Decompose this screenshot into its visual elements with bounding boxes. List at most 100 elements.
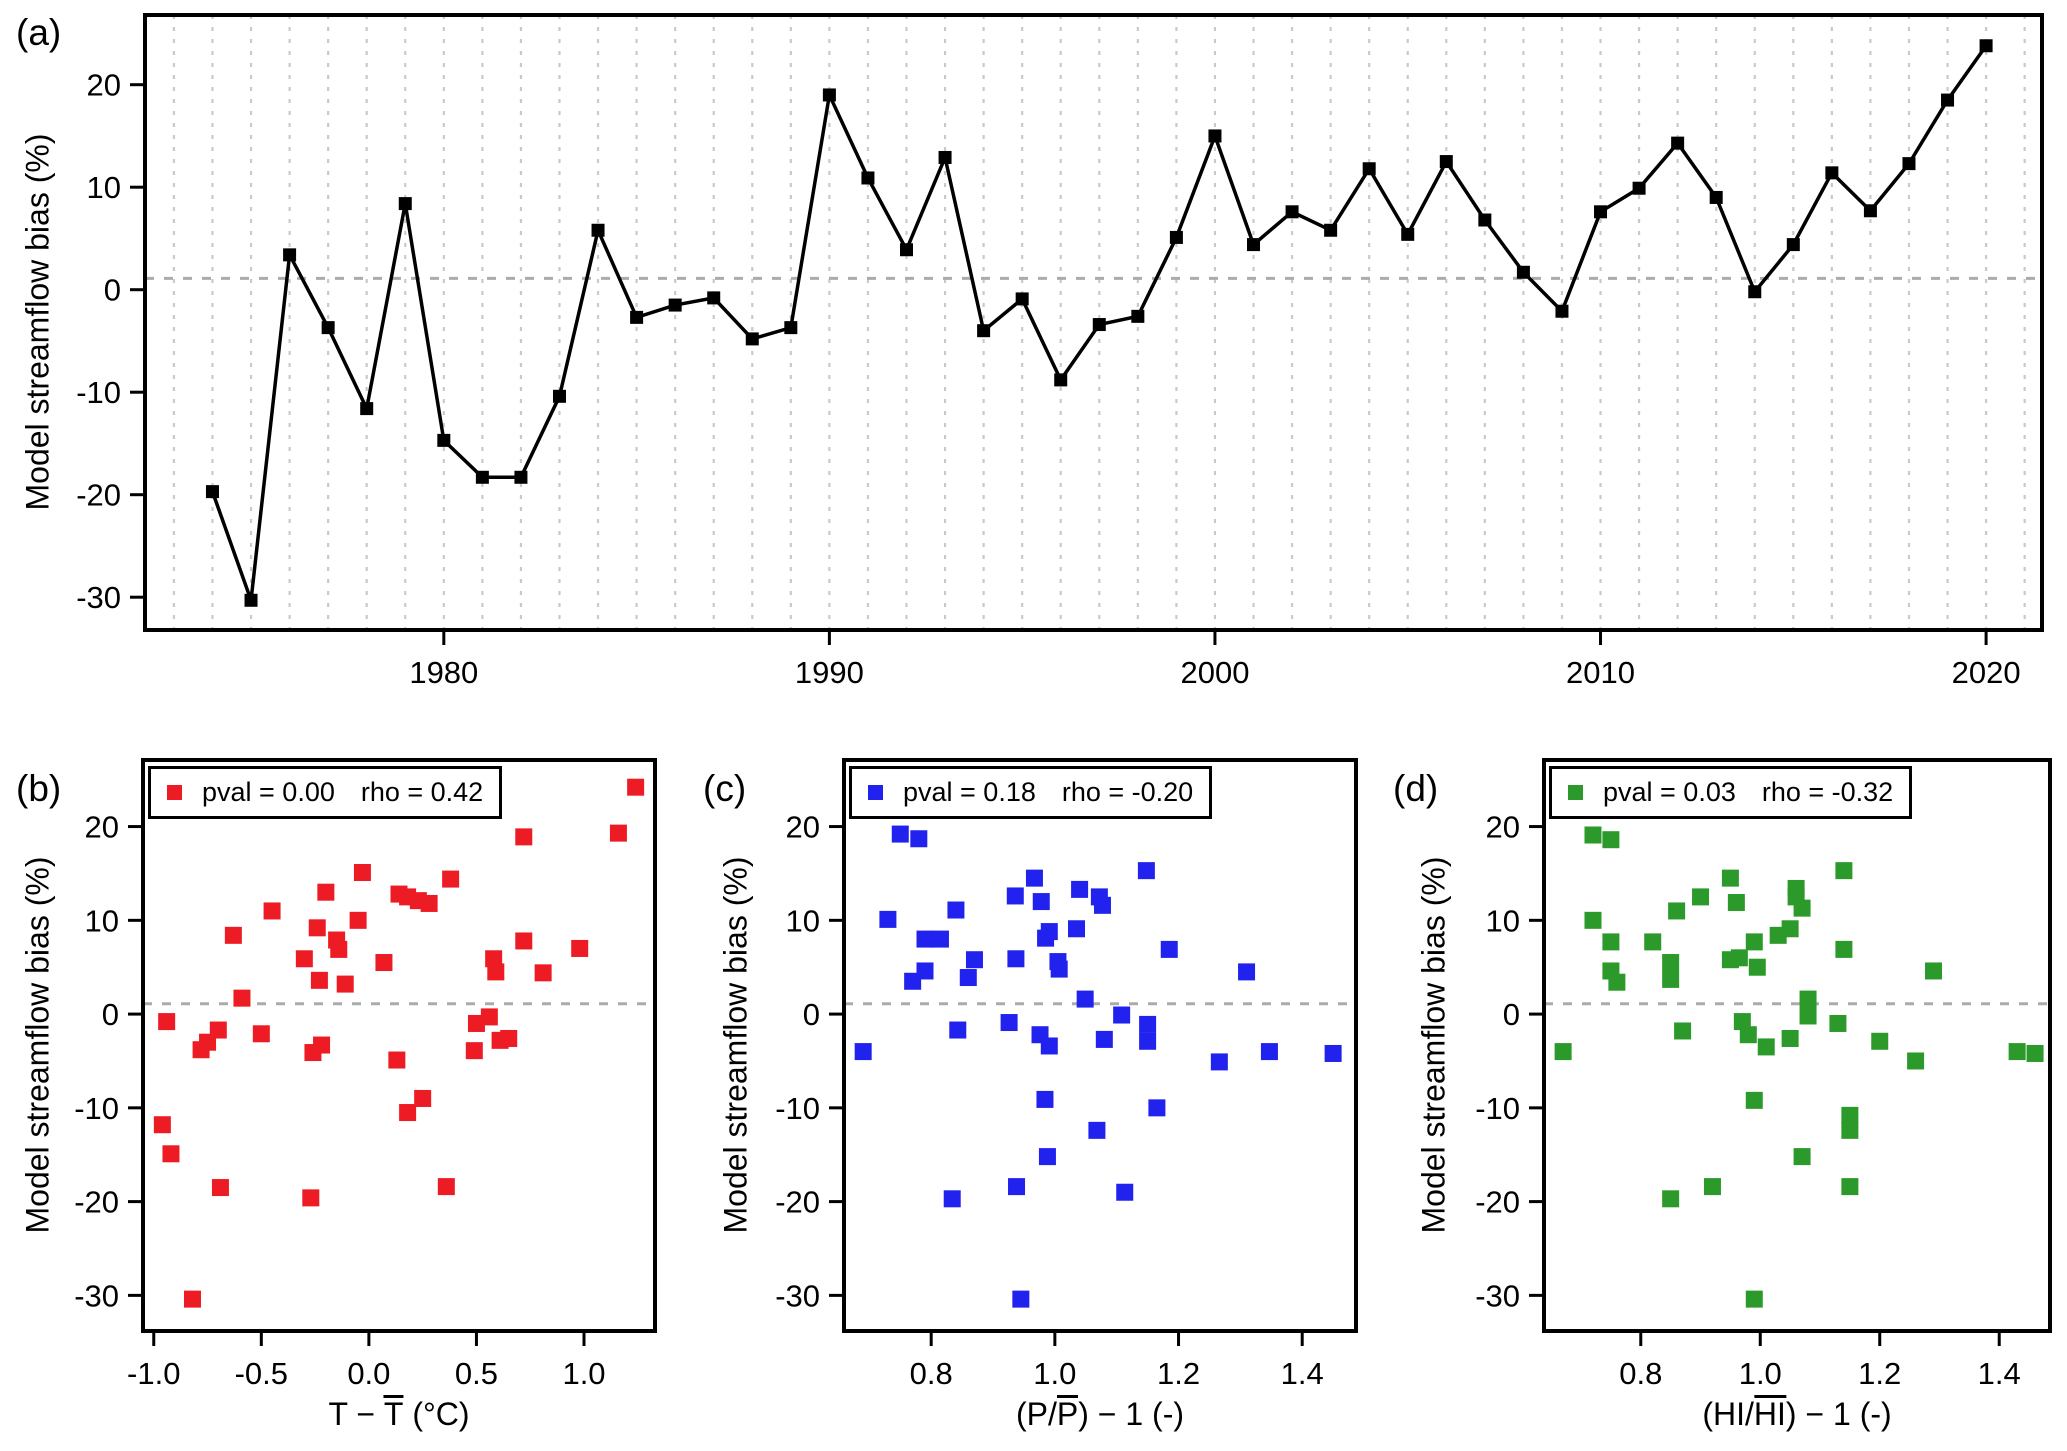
data-point <box>2008 1043 2026 1061</box>
data-point <box>1095 1030 1113 1048</box>
panel-d-legend: pval = 0.03 rho = -0.32 <box>1549 766 1913 819</box>
y-tick-label: -10 <box>76 375 121 410</box>
data-point <box>899 243 913 257</box>
data-point <box>283 248 297 262</box>
data-point <box>183 1290 201 1308</box>
data-point <box>891 825 909 843</box>
y-tick-label: -20 <box>76 478 121 513</box>
data-point <box>500 1029 518 1047</box>
data-point <box>420 894 438 912</box>
panel-b-legend: pval = 0.00 rho = 0.42 <box>148 766 503 819</box>
data-point <box>158 1013 176 1031</box>
data-point <box>1594 205 1608 219</box>
data-point <box>1040 1037 1058 1055</box>
data-point <box>1841 1106 1859 1124</box>
data-point <box>205 485 219 499</box>
y-tick-label: -10 <box>1475 1091 1520 1126</box>
panel-d-legend-pval: pval = 0.03 <box>1603 777 1736 807</box>
data-point <box>515 932 533 950</box>
data-point <box>1169 230 1183 244</box>
data-point <box>822 88 836 102</box>
data-point <box>1608 973 1626 991</box>
x-tick-label: 0.8 <box>910 1356 953 1391</box>
panel-b-legend-pval: pval = 0.00 <box>202 777 335 807</box>
data-point <box>1602 831 1620 849</box>
data-point <box>931 930 949 948</box>
data-point <box>224 926 242 944</box>
data-point <box>1584 911 1602 929</box>
y-tick-label: -30 <box>1475 1278 1520 1313</box>
data-point <box>1139 1032 1157 1050</box>
data-point <box>467 1014 485 1032</box>
x-tick-label: 0.0 <box>347 1356 390 1391</box>
data-point <box>916 962 934 980</box>
data-point <box>153 1116 171 1134</box>
data-point <box>349 911 367 929</box>
data-point <box>879 910 897 928</box>
data-point <box>1925 962 1943 980</box>
data-point <box>414 1089 432 1107</box>
y-tick-label: 0 <box>104 273 121 308</box>
data-point <box>1799 1007 1817 1025</box>
data-point <box>1786 238 1800 252</box>
y-tick-label: 20 <box>87 68 121 103</box>
data-point <box>1032 893 1050 911</box>
data-point <box>313 1036 331 1054</box>
data-point <box>480 1008 498 1026</box>
panel-d-xlabel-post: ) − 1 (-) <box>1785 1396 1892 1432</box>
panel-d-letter: (d) <box>1393 768 1439 809</box>
panel-b-legend-marker-icon <box>167 785 182 800</box>
data-point <box>854 1043 872 1061</box>
data-point <box>375 954 393 972</box>
x-tick-label: 0.5 <box>455 1356 498 1391</box>
data-point <box>627 778 645 796</box>
panel-b-xlabel-post: (°C) <box>403 1396 470 1432</box>
panel-c-ylabel: Model streamflow bias (%) <box>717 856 754 1234</box>
data-point <box>1006 887 1024 905</box>
data-point <box>310 971 328 989</box>
data-point <box>1745 933 1763 951</box>
data-point <box>317 883 335 901</box>
x-tick-label: 1.4 <box>1978 1356 2021 1391</box>
x-tick-label: 1.2 <box>1157 1356 1200 1391</box>
x-tick-label: 1.0 <box>562 1356 605 1391</box>
x-tick-label: 2000 <box>1180 655 1249 690</box>
data-point <box>1793 1148 1811 1166</box>
data-point <box>1799 990 1817 1008</box>
data-point <box>1040 923 1058 941</box>
panel-a-border <box>143 13 2044 632</box>
data-point <box>1793 899 1811 917</box>
data-point <box>1036 1090 1054 1108</box>
data-point <box>1208 129 1222 143</box>
data-point <box>475 470 489 484</box>
data-point <box>959 969 977 987</box>
panel-a-letter: (a) <box>16 12 62 53</box>
data-point <box>947 901 965 919</box>
panel-c-legend: pval = 0.18 rho = -0.20 <box>849 766 1213 819</box>
data-point <box>1709 190 1723 204</box>
data-point <box>162 1145 180 1163</box>
data-point <box>1907 1052 1925 1070</box>
data-point <box>515 828 533 846</box>
data-point <box>1703 1178 1721 1196</box>
data-point <box>1979 39 1993 53</box>
data-point <box>1092 318 1106 332</box>
data-point <box>1038 1148 1056 1166</box>
data-point <box>1721 869 1739 887</box>
data-point <box>1662 1190 1680 1208</box>
data-point <box>244 593 258 607</box>
data-point <box>252 1025 270 1043</box>
y-tick-label: -20 <box>1475 1185 1520 1220</box>
data-point <box>353 864 371 882</box>
panel-c-border <box>842 758 1358 1333</box>
data-point <box>1362 162 1376 176</box>
data-point <box>1584 826 1602 844</box>
data-point <box>1668 902 1686 920</box>
data-point <box>437 433 451 447</box>
data-point <box>609 824 627 842</box>
data-point <box>1727 894 1745 912</box>
data-point <box>591 223 605 237</box>
data-point <box>571 939 589 957</box>
panel-c-xlabel: (P/P) − 1 (-) <box>1016 1395 1184 1433</box>
data-point <box>1050 960 1068 978</box>
